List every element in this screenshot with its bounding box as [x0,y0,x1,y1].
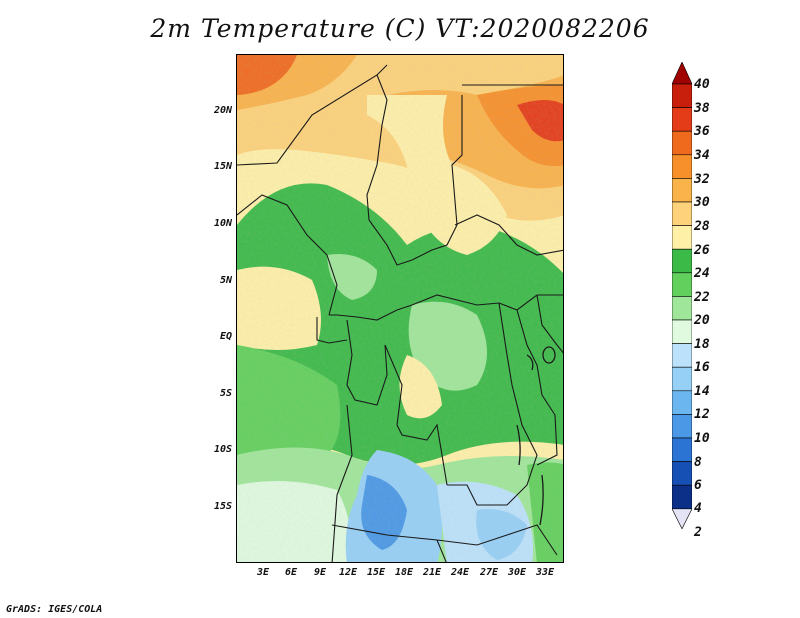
colorbar-swatch [672,461,692,486]
colorbar-label: 14 [694,384,710,399]
lat-label: 15S [213,501,232,512]
colorbar-label: 40 [694,77,710,92]
colorbar-label: 22 [694,290,710,305]
colorbar-swatch [672,366,692,392]
lon-label: 30E [507,567,527,578]
colorbar-label: 4 [694,501,702,516]
lon-label: 12E [338,567,358,578]
colorbar-label: 24 [694,266,710,281]
colorbar-swatch [672,343,692,368]
colorbar-label: 12 [694,407,710,422]
colorbar-swatch [672,319,692,344]
lon-label: 24E [450,567,470,578]
colorbar-swatch [672,390,692,415]
colorbar-label: 18 [694,337,710,352]
map-title: 2m Temperature (C) VT:2020082206 [150,14,650,43]
lat-label: 5N [219,275,232,286]
colorbar-swatch [672,178,692,203]
lat-label: 10S [213,444,232,455]
lat-label: 5S [219,388,232,399]
temperature-map [236,54,564,563]
country-borders [237,64,563,562]
footer-credit: GrADS: IGES/COLA [6,604,103,615]
colorbar-label: 10 [694,431,710,446]
colorbar-swatch [672,201,692,226]
colorbar-label: 20 [694,313,710,328]
lon-label: 3E [256,567,270,578]
colorbar-label: 8 [694,455,702,470]
lat-label: EQ [219,331,232,342]
lat-label: 20N [213,105,232,116]
colorbar-label: 36 [694,124,710,139]
lake-outlines [516,346,556,526]
colorbar-swatch [672,107,692,132]
colorbar-swatch [672,248,692,274]
colorbar-label: 34 [694,148,710,163]
colorbar-label: 16 [694,360,710,375]
colorbar-swatch [672,154,692,179]
colorbar-max-arrow [672,62,692,85]
lon-label: 6E [284,567,298,578]
colorbar-swatch [672,83,692,108]
colorbar-label: 30 [694,195,710,210]
colorbar-label: 26 [694,243,710,258]
lat-label: 15N [213,161,232,172]
colorbar-swatch [672,225,692,250]
colorbar-swatch [672,414,692,439]
colorbar-swatch [672,130,692,156]
colorbar-swatch [672,484,692,510]
colorbar-label: 28 [694,219,710,234]
colorbar-swatch [672,296,692,321]
lat-label: 10N [213,218,232,229]
lon-label: 27E [479,567,499,578]
lon-label: 33E [535,567,555,578]
temperature-field [237,55,563,562]
lon-label: 18E [394,567,414,578]
lon-label: 9E [313,567,327,578]
colorbar-min-arrow [672,508,692,530]
colorbar [672,62,692,530]
lon-label: 21E [422,567,442,578]
lon-label: 15E [366,567,386,578]
colorbar-label: 2 [694,525,702,540]
colorbar-label: 32 [694,172,710,187]
colorbar-swatch [672,437,692,462]
colorbar-swatch [672,272,692,297]
colorbar-label: 6 [694,478,702,493]
colorbar-label: 38 [694,101,710,116]
